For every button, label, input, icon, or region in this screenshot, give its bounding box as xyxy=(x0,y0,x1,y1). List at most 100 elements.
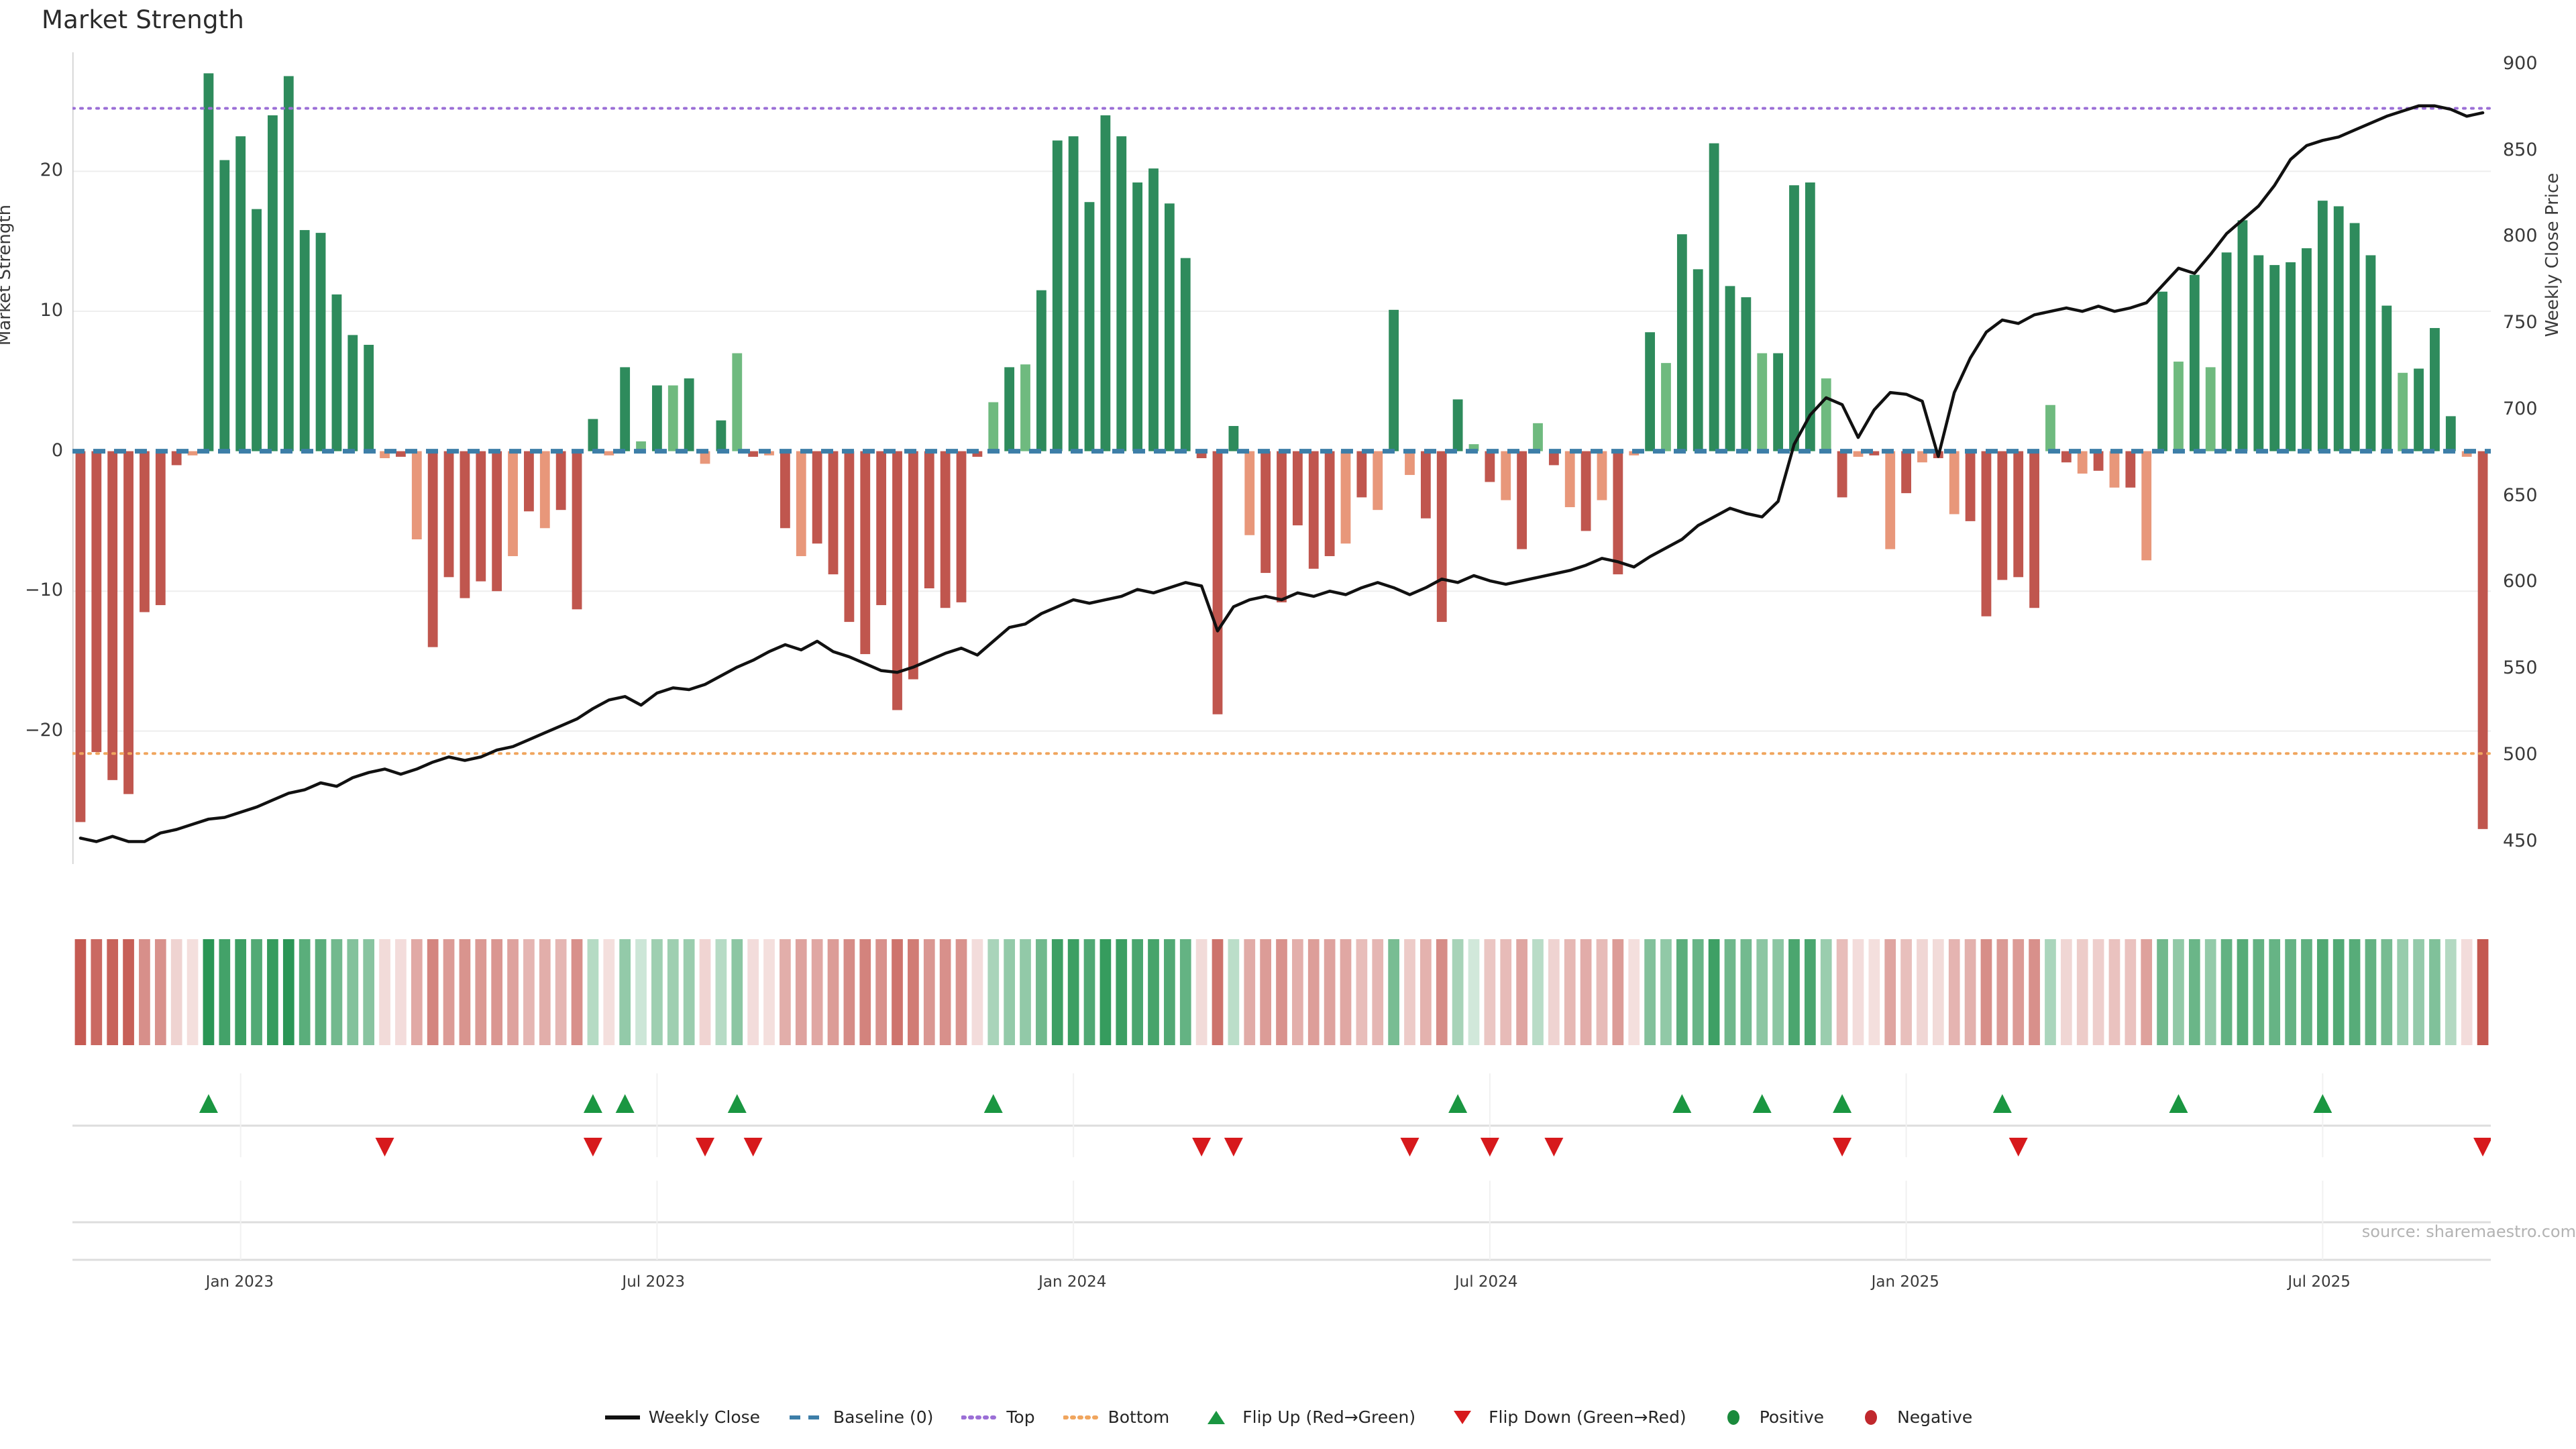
strength-bar xyxy=(1308,451,1319,569)
strength-bar xyxy=(524,451,534,512)
strength-bar xyxy=(1693,269,1703,451)
legend-item-positive[interactable]: Positive xyxy=(1715,1407,1824,1427)
heatmap-cell xyxy=(2301,939,2312,1045)
strength-bar xyxy=(1212,451,1223,714)
strength-bar xyxy=(2077,451,2088,474)
flip-down-marker xyxy=(583,1138,602,1157)
heatmap-cell xyxy=(2477,939,2489,1045)
legend-item-flip-down[interactable]: Flip Down (Green→Red) xyxy=(1444,1407,1686,1427)
heatmap-cell xyxy=(1179,939,1191,1045)
heatmap-cell xyxy=(91,939,103,1045)
heatmap-cell xyxy=(1388,939,1399,1045)
strength-bar xyxy=(2430,327,2440,451)
heatmap-cell xyxy=(1116,939,1128,1045)
heatmap-cell xyxy=(107,939,119,1045)
strength-bar xyxy=(1228,426,1239,451)
strength-bar xyxy=(876,451,887,606)
heatmap-cell xyxy=(987,939,1000,1045)
strength-bar xyxy=(492,451,502,592)
legend-item-flip-up[interactable]: Flip Up (Red→Green) xyxy=(1197,1407,1415,1427)
heatmap-cell xyxy=(971,939,983,1045)
x-axis-tick: Jul 2024 xyxy=(1454,1273,1518,1291)
legend-item-bottom[interactable]: Bottom xyxy=(1063,1407,1169,1427)
y-axis-left-label: Market Strength xyxy=(0,204,15,346)
strength-bar xyxy=(187,451,198,455)
strength-bar xyxy=(1773,353,1784,451)
heatmap-cell xyxy=(1340,939,1352,1045)
heatmap-cell xyxy=(1500,939,1512,1045)
legend-item-baseline[interactable]: Baseline (0) xyxy=(788,1407,933,1427)
heatmap-cell xyxy=(939,939,951,1045)
flip-down-marker xyxy=(1544,1138,1564,1157)
strength-bar xyxy=(988,402,999,451)
heatmap-cell xyxy=(1964,939,1976,1045)
strength-bar xyxy=(620,367,631,451)
strength-bar xyxy=(2253,255,2264,451)
heatmap-cell xyxy=(2461,939,2473,1045)
strength-bar xyxy=(1373,451,1383,511)
heatmap-cell xyxy=(2204,939,2216,1045)
strength-bar xyxy=(203,73,214,451)
legend-item-weekly-close[interactable]: Weekly Close xyxy=(604,1407,760,1427)
y-axis-right-tick: 500 xyxy=(2503,743,2538,765)
y-axis-left-tick: 10 xyxy=(40,299,63,321)
strength-bar xyxy=(75,451,86,822)
strength-bar xyxy=(171,451,182,466)
strength-bar xyxy=(1468,444,1479,451)
y-axis-left-tick: −10 xyxy=(25,580,63,601)
heatmap-cell xyxy=(1788,939,1800,1045)
heatmap-cell xyxy=(1644,939,1656,1045)
strength-bar xyxy=(1741,297,1752,451)
strength-bar xyxy=(1725,286,1735,451)
heatmap-cell xyxy=(731,939,743,1045)
heatmap-cell xyxy=(1548,939,1560,1045)
strength-bar xyxy=(427,451,438,647)
heatmap-cell xyxy=(267,939,278,1045)
strength-bar xyxy=(1645,332,1656,451)
heatmap-cell xyxy=(2188,939,2200,1045)
strength-bar xyxy=(1116,136,1127,451)
strength-bar xyxy=(1180,258,1191,451)
heatmap-cell xyxy=(1804,939,1816,1045)
heatmap-cell xyxy=(1596,939,1608,1045)
legend-item-top[interactable]: Top xyxy=(961,1407,1035,1427)
heatmap-cell xyxy=(2029,939,2040,1045)
heatmap-cell xyxy=(1004,939,1015,1045)
heatmap-cell xyxy=(2141,939,2153,1045)
weekly-close-icon xyxy=(604,1409,641,1426)
strength-bar xyxy=(652,385,662,451)
heatmap-cell xyxy=(859,939,871,1045)
heatmap-cell xyxy=(1020,939,1031,1045)
heatmap-cell xyxy=(411,939,423,1045)
heatmap-cell xyxy=(635,939,647,1045)
strength-bar xyxy=(2174,362,2184,451)
legend-item-negative[interactable]: Negative xyxy=(1852,1407,1972,1427)
flip-down-marker xyxy=(2008,1138,2028,1157)
strength-bar xyxy=(155,451,166,606)
heatmap-cell xyxy=(123,939,134,1045)
y-axis-right-tick: 700 xyxy=(2503,398,2538,419)
strength-bar xyxy=(2269,265,2280,451)
heatmap-cell xyxy=(571,939,583,1045)
y-axis-right-tick: 650 xyxy=(2503,484,2538,506)
heatmap-cell xyxy=(795,939,807,1045)
heatmap-cell xyxy=(683,939,695,1045)
heatmap-cell xyxy=(1468,939,1480,1045)
weekly-close-line xyxy=(78,104,2485,843)
x-axis-tick: Jul 2023 xyxy=(622,1273,686,1291)
heatmap-cell xyxy=(875,939,888,1045)
strength-bar xyxy=(588,419,598,451)
strength-bar xyxy=(123,451,133,794)
flip-up-marker xyxy=(1448,1094,1468,1113)
heatmap-cell xyxy=(1852,939,1864,1045)
heatmap-cell xyxy=(2381,939,2393,1045)
strength-bar xyxy=(2205,367,2216,451)
strength-bar xyxy=(2286,262,2296,451)
heatmap-cell xyxy=(1307,939,1320,1045)
flip-up-marker xyxy=(727,1094,747,1113)
heatmap-cell xyxy=(1099,939,1112,1045)
heatmap-cell xyxy=(1404,939,1415,1045)
strength-bar xyxy=(299,229,310,451)
strength-bar xyxy=(252,209,262,451)
heatmap-cell xyxy=(331,939,343,1045)
